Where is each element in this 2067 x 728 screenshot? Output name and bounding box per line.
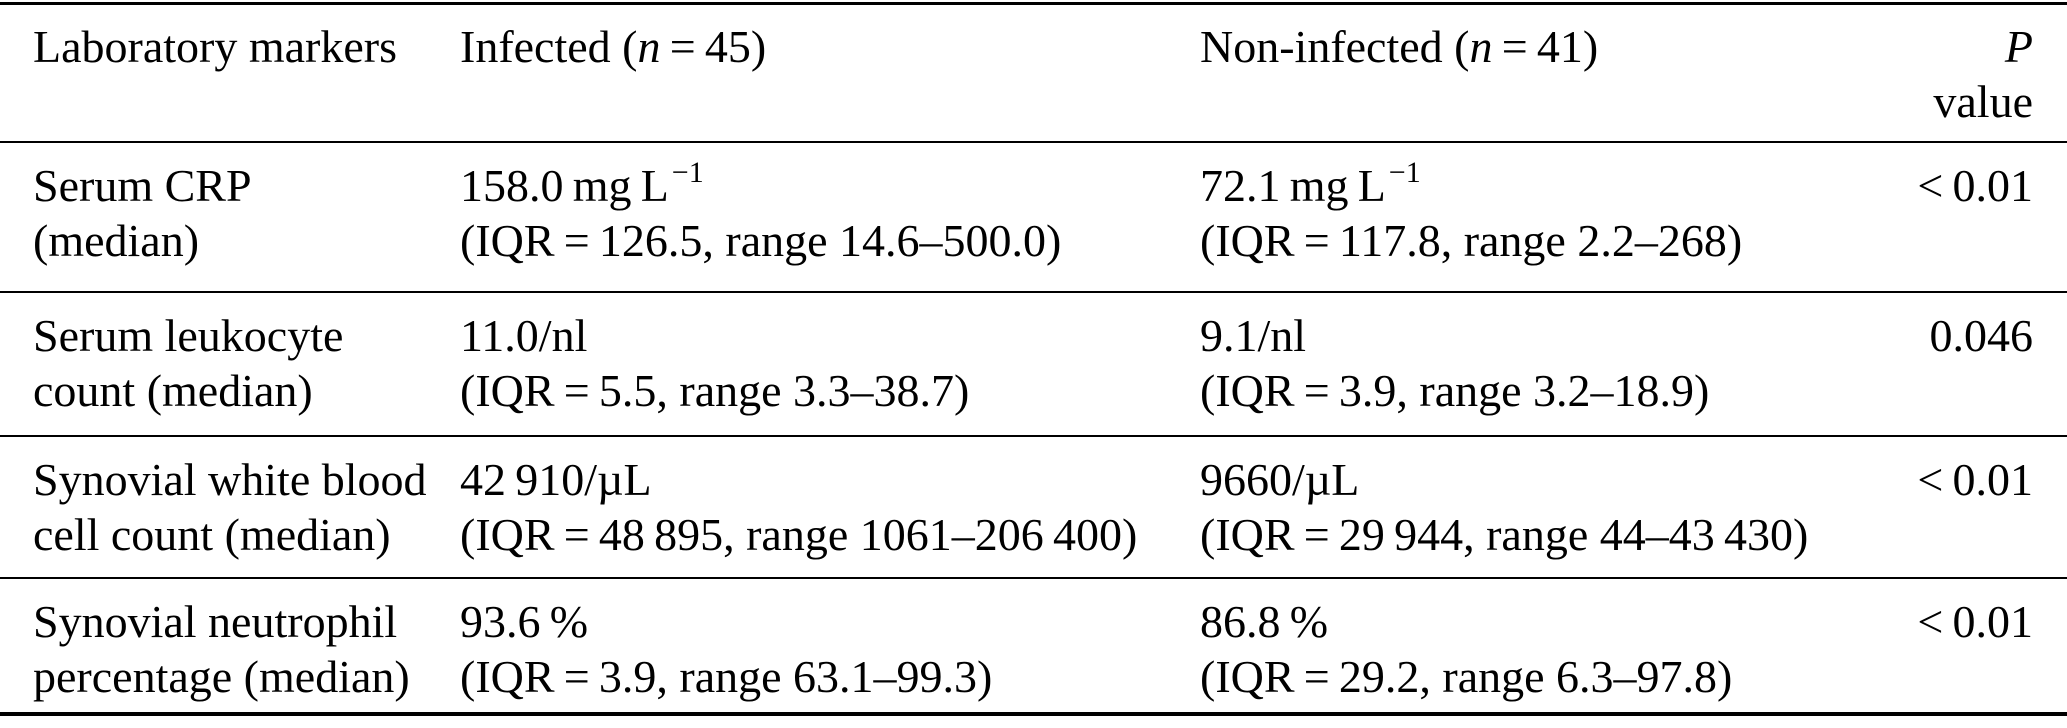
cell-infected: 158.0 mg L −1 (IQR = 126.5, range 14.6–50… — [460, 142, 1200, 292]
cell-marker: Synovial white blood cell count (median) — [0, 436, 460, 578]
value-detail: (IQR = 48 895, range 1061–206 400) — [460, 508, 1138, 560]
cell-marker: Serum CRP (median) — [0, 142, 460, 292]
col-header-non-infected: Non-infected (n = 41) — [1200, 4, 1840, 142]
value-line: 9660/µL — [1200, 452, 1840, 507]
value-detail: (IQR = 3.9, range 63.1–99.3) — [460, 650, 993, 702]
marker-line2: (median) — [33, 214, 200, 266]
value-line: 93.6 % — [460, 594, 1200, 649]
cell-p-value: 0.046 — [1929, 309, 2034, 361]
row-synovial-wbc-count: Synovial white blood cell count (median)… — [0, 435, 2067, 578]
cell-p-value: < 0.01 — [1917, 453, 2033, 505]
col-header-laboratory-markers: Laboratory markers — [33, 21, 398, 72]
value-detail: (IQR = 126.5, range 14.6–500.0) — [460, 214, 1062, 266]
marker-line1: Synovial neutrophil — [33, 595, 398, 647]
value-main: 9.1/nl — [1200, 309, 1307, 361]
value-main: 86.8 % — [1200, 595, 1329, 647]
p-variable: P — [2004, 21, 2033, 72]
marker-line2: count (median) — [33, 364, 313, 416]
row-synovial-neutrophil-percentage: Synovial neutrophil percentage (median) … — [0, 577, 2067, 714]
row-serum-leukocyte-count: Serum leukocyte count (median) 11.0/nl (… — [0, 291, 2067, 436]
col-header-infected: Infected (n = 45) — [460, 4, 1200, 142]
value-line: 86.8 % — [1200, 594, 1840, 649]
marker-line2: cell count (median) — [33, 508, 391, 560]
header-row: Laboratory markers Infected (n = 45) Non… — [0, 4, 2067, 142]
value-main: 72.1 mg L — [1200, 159, 1386, 211]
row-serum-crp: Serum CRP (median) 158.0 mg L −1 (IQR = 1… — [0, 141, 2067, 292]
cell-infected: 93.6 % (IQR = 3.9, range 63.1–99.3) — [460, 578, 1200, 714]
cell-p-value: < 0.01 — [1917, 595, 2033, 647]
infected-n-variable: n — [637, 21, 661, 72]
infected-header-text: Infected ( — [460, 21, 638, 72]
marker-line1: Serum CRP — [33, 159, 252, 211]
non-infected-header-text: Non-infected ( — [1200, 21, 1470, 72]
value-main: 11.0/nl — [460, 309, 588, 361]
infected-header-count: = 45) — [660, 21, 767, 72]
cell-p-value: < 0.01 — [1917, 159, 2033, 211]
value-main: 93.6 % — [460, 595, 589, 647]
non-infected-header-count: = 41) — [1492, 21, 1599, 72]
unit-superscript: −1 — [671, 155, 704, 189]
value-main: 9660/µL — [1200, 453, 1360, 505]
cell-marker: Serum leukocyte count (median) — [0, 292, 460, 436]
cell-non-infected: 86.8 % (IQR = 29.2, range 6.3–97.8) — [1200, 578, 1840, 714]
non-infected-n-variable: n — [1469, 21, 1493, 72]
p-header-line2: value — [1933, 76, 2033, 127]
cell-non-infected: 72.1 mg L −1 (IQR = 117.8, range 2.2–268) — [1200, 142, 1840, 292]
value-detail: (IQR = 117.8, range 2.2–268) — [1200, 214, 1743, 266]
value-detail: (IQR = 3.9, range 3.2–18.9) — [1200, 364, 1710, 416]
value-line: 9.1/nl — [1200, 308, 1840, 363]
marker-line1: Synovial white blood — [33, 453, 427, 505]
value-main: 158.0 mg L — [460, 159, 669, 211]
marker-line1: Serum leukocyte — [33, 309, 344, 361]
unit-superscript: −1 — [1388, 155, 1421, 189]
value-line: 42 910/µL — [460, 452, 1200, 507]
value-detail: (IQR = 29.2, range 6.3–97.8) — [1200, 650, 1733, 702]
value-line: 72.1 mg L −1 — [1200, 155, 1840, 213]
marker-line2: percentage (median) — [33, 650, 410, 702]
p-header-line1: P — [1840, 19, 2033, 74]
value-detail: (IQR = 29 944, range 44–43 430) — [1200, 508, 1809, 560]
value-detail: (IQR = 5.5, range 3.3–38.7) — [460, 364, 970, 416]
value-line: 158.0 mg L −1 — [460, 155, 1200, 213]
col-header-p-value: P value — [1840, 4, 2067, 142]
cell-infected: 11.0/nl (IQR = 5.5, range 3.3–38.7) — [460, 292, 1200, 436]
value-main: 42 910/µL — [460, 453, 652, 505]
cell-infected: 42 910/µL (IQR = 48 895, range 1061–206 … — [460, 436, 1200, 578]
cell-non-infected: 9660/µL (IQR = 29 944, range 44–43 430) — [1200, 436, 1840, 578]
cell-marker: Synovial neutrophil percentage (median) — [0, 578, 460, 714]
value-line: 11.0/nl — [460, 308, 1200, 363]
cell-non-infected: 9.1/nl (IQR = 3.9, range 3.2–18.9) — [1200, 292, 1840, 436]
